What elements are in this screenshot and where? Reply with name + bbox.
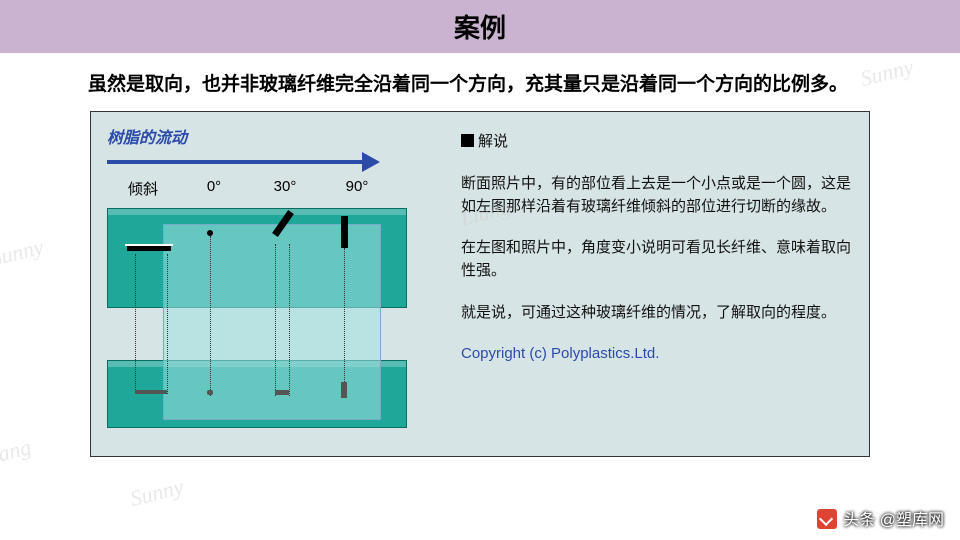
angle-labels: 倾斜 0° 30° 90° — [107, 178, 393, 199]
label-0: 0° — [179, 178, 249, 199]
fiber-90deg — [341, 216, 348, 248]
projection-line — [289, 244, 290, 396]
projection-line — [210, 236, 211, 396]
toutiao-icon — [817, 509, 837, 529]
projection-30 — [275, 390, 289, 395]
projection-line — [344, 248, 345, 396]
projection-0 — [207, 390, 213, 395]
explain-p1: 断面照片中，有的部位看上去是一个小点或是一个圆，这是如左图那样沿着有玻璃纤维倾斜… — [461, 172, 851, 219]
explain-p3: 就是说，可通过这种玻璃纤维的情况，了解取向的程度。 — [461, 301, 851, 324]
diagram-panel: 树脂的流动 倾斜 0° 30° 90° 解说 断面照片中，有的部位看上去是一个小… — [90, 111, 870, 457]
flow-label: 树脂的流动 — [107, 124, 423, 148]
cut-overlay — [163, 224, 381, 420]
projection-line — [135, 254, 136, 394]
fiber-flat — [127, 246, 171, 251]
explanation-area: 解说 断面照片中，有的部位看上去是一个小点或是一个圆，这是如左图那样沿着有玻璃纤… — [461, 130, 851, 365]
watermark: Sunny — [0, 234, 46, 272]
flow-arrow — [107, 150, 423, 180]
label-90: 90° — [321, 178, 393, 199]
label-30: 30° — [249, 178, 321, 199]
page-title: 案例 — [0, 8, 960, 45]
projection-flat — [135, 390, 167, 394]
attribution: 头条 @塑库网 — [817, 506, 944, 530]
header-bar: 案例 — [0, 0, 960, 53]
watermark: Liang — [0, 434, 34, 472]
copyright-text: Copyright (c) Polyplastics.Ltd. — [461, 342, 851, 365]
intro-text: 虽然是取向，也并非玻璃纤维完全沿着同一个方向，充其量只是沿着同一个方向的比例多。 — [0, 53, 960, 111]
projection-90 — [341, 382, 347, 398]
watermark: Sunny — [128, 474, 186, 512]
projection-line — [275, 244, 276, 396]
projection-line — [167, 254, 168, 394]
explain-heading: 解说 — [461, 130, 851, 153]
explain-p2: 在左图和照片中，角度变小说明可看见长纤维、意味着取向性强。 — [461, 236, 851, 283]
square-bullet-icon — [461, 134, 474, 147]
diagram-area: 树脂的流动 倾斜 0° 30° 90° — [107, 124, 423, 434]
label-tilt: 倾斜 — [107, 178, 179, 199]
